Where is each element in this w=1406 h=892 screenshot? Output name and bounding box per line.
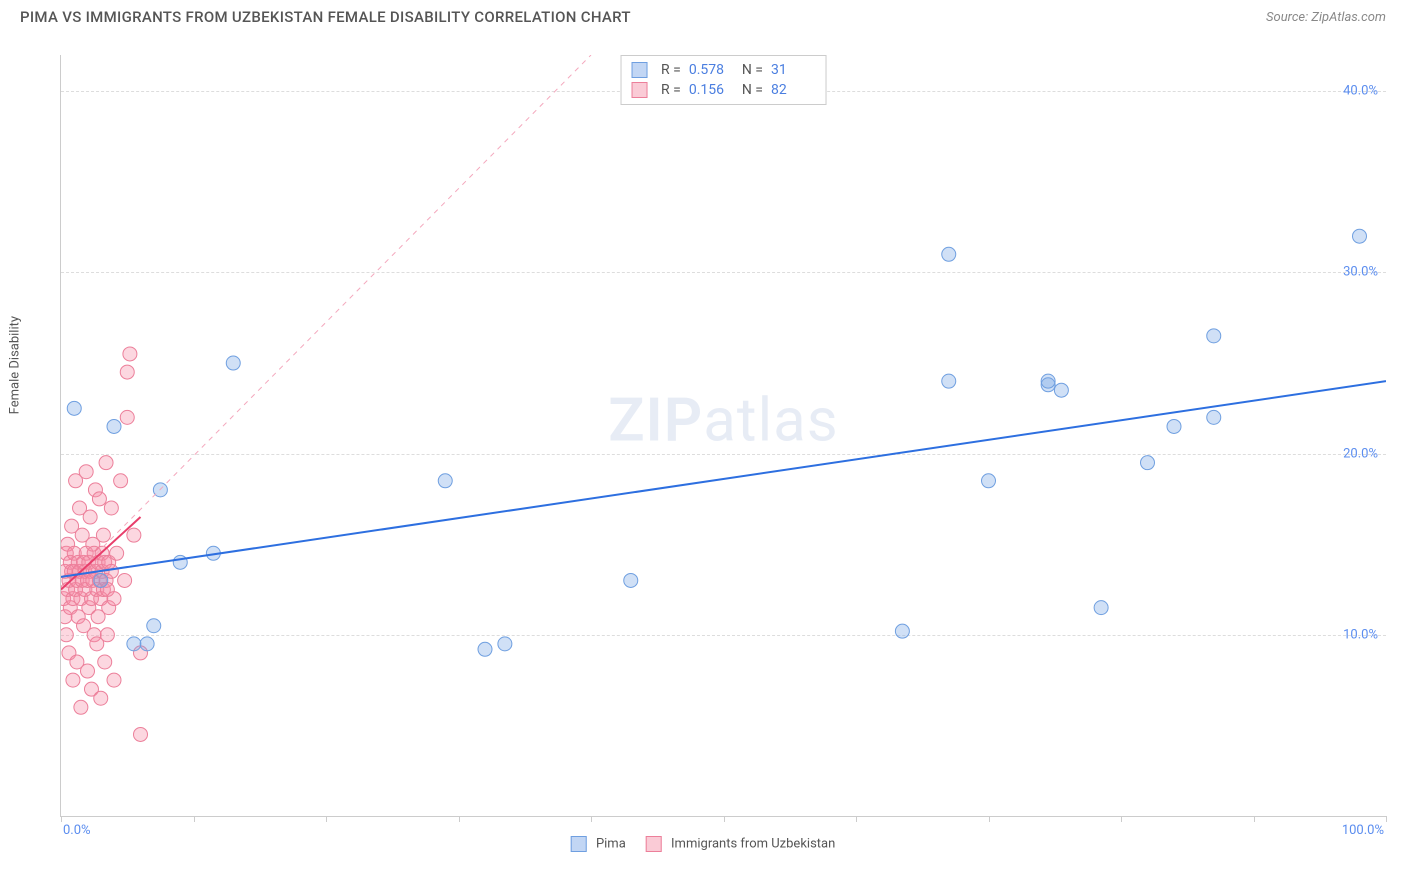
x-tick bbox=[1121, 816, 1122, 822]
chart-container: Female Disability ZIPatlas R = 0.578 N =… bbox=[20, 40, 1386, 872]
chart-title: PIMA VS IMMIGRANTS FROM UZBEKISTAN FEMAL… bbox=[20, 8, 631, 26]
x-tick bbox=[1386, 816, 1387, 822]
plot-area: ZIPatlas R = 0.578 N = 31 R = 0.156 N = … bbox=[60, 55, 1386, 817]
y-axis-label: Female Disability bbox=[8, 316, 23, 414]
swatch-pima bbox=[631, 62, 647, 78]
x-tick bbox=[61, 816, 62, 822]
title-bar: PIMA VS IMMIGRANTS FROM UZBEKISTAN FEMAL… bbox=[0, 0, 1406, 32]
bottom-legend: Pima Immigrants from Uzbekistan bbox=[571, 836, 836, 852]
n-value-pima: 31 bbox=[771, 62, 816, 78]
swatch-uzbek bbox=[631, 82, 647, 98]
x-tick bbox=[194, 816, 195, 822]
legend-label-uzbek: Immigrants from Uzbekistan bbox=[671, 836, 835, 851]
r-label: R = bbox=[661, 62, 681, 78]
stats-row-uzbek: R = 0.156 N = 82 bbox=[631, 80, 816, 100]
source-label: Source: ZipAtlas.com bbox=[1266, 10, 1386, 25]
r-value-pima: 0.578 bbox=[689, 62, 734, 78]
legend-item-pima: Pima bbox=[571, 836, 626, 852]
r-value-uzbek: 0.156 bbox=[689, 82, 734, 98]
x-tick bbox=[989, 816, 990, 822]
n-label: N = bbox=[742, 82, 763, 98]
n-label: N = bbox=[742, 62, 763, 78]
x-tick-label: 0.0% bbox=[63, 823, 91, 838]
x-tick bbox=[1254, 816, 1255, 822]
x-tick bbox=[591, 816, 592, 822]
stats-legend-box: R = 0.578 N = 31 R = 0.156 N = 82 bbox=[620, 55, 827, 105]
stats-row-pima: R = 0.578 N = 31 bbox=[631, 60, 816, 80]
x-tick-label: 100.0% bbox=[1342, 823, 1384, 838]
legend-swatch-pima bbox=[571, 836, 587, 852]
legend-item-uzbek: Immigrants from Uzbekistan bbox=[646, 836, 836, 852]
x-tick bbox=[724, 816, 725, 822]
n-value-uzbek: 82 bbox=[771, 82, 816, 98]
legend-swatch-uzbek bbox=[646, 836, 662, 852]
x-tick bbox=[459, 816, 460, 822]
scatter-plot-svg bbox=[61, 55, 1386, 816]
x-tick bbox=[326, 816, 327, 822]
legend-label-pima: Pima bbox=[596, 836, 626, 851]
x-tick bbox=[856, 816, 857, 822]
r-label: R = bbox=[661, 82, 681, 98]
